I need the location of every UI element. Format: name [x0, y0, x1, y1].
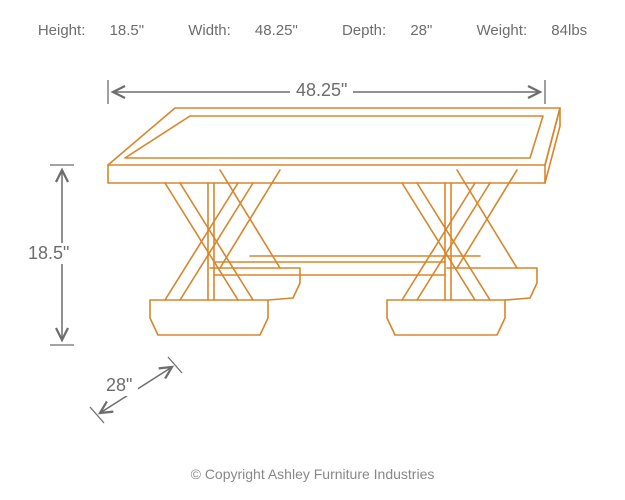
width-dimension-label: 48.25" [290, 80, 353, 101]
table-drawing [108, 108, 560, 335]
depth-dimension-label: 28" [100, 375, 138, 396]
diagram-svg [0, 0, 625, 500]
height-dimension-label: 18.5" [22, 243, 75, 264]
copyright-text: © Copyright Ashley Furniture Industries [0, 466, 625, 482]
